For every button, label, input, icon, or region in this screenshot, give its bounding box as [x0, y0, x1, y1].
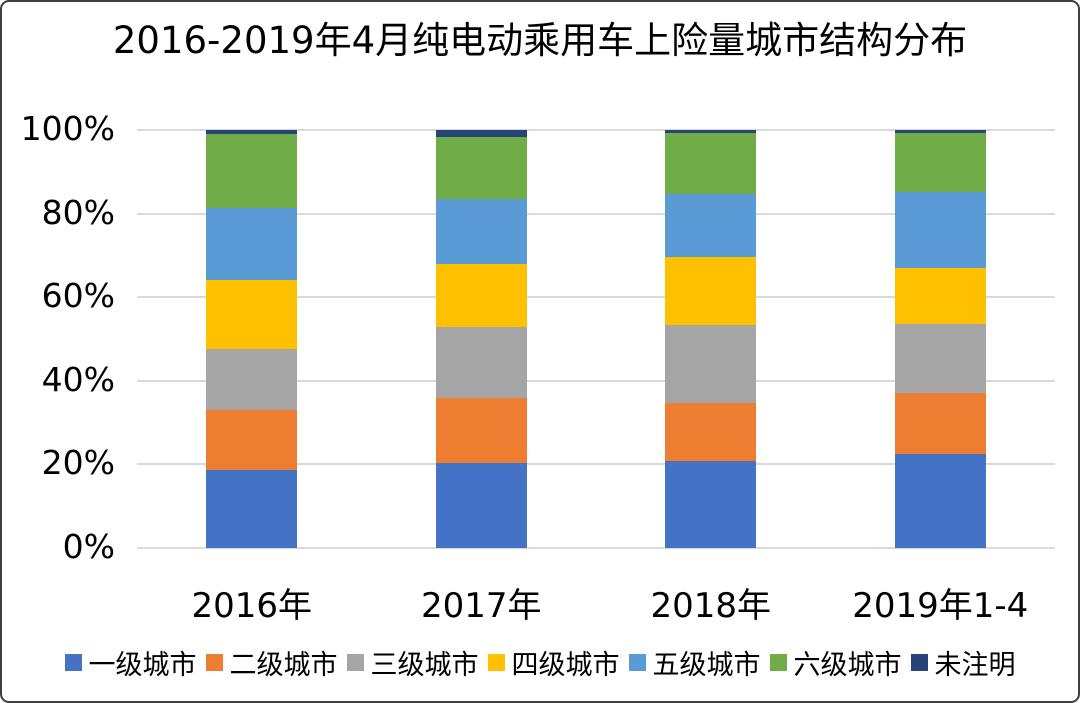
- legend-label: 四级城市: [511, 649, 620, 681]
- legend-item-0: 一级城市: [64, 643, 197, 682]
- legend-swatch: [487, 653, 505, 671]
- gridline: [137, 212, 1055, 215]
- bar-segment-series-5: [206, 134, 298, 209]
- bar-segment-series-1: [435, 397, 527, 464]
- bar-segment-series-4: [206, 208, 298, 281]
- gridline: [137, 296, 1055, 299]
- bar-segment-series-1: [665, 402, 757, 462]
- y-axis-tick-label: 80%: [41, 192, 115, 232]
- chart-title: 2016-2019年4月纯电动乘用车上险量城市结构分布: [112, 19, 968, 62]
- bar-segment-series-6: [894, 130, 986, 133]
- bar-segment-series-4: [894, 191, 986, 268]
- legend-item-3: 四级城市: [487, 643, 620, 682]
- bar-segment-series-4: [665, 194, 757, 258]
- legend-swatch: [346, 653, 364, 671]
- bar-segment-series-1: [894, 392, 986, 454]
- y-axis-tick-label: 100%: [20, 108, 115, 148]
- bar-segment-series-3: [665, 257, 757, 326]
- bar-segment-series-2: [206, 349, 298, 411]
- gridline: [137, 463, 1055, 466]
- bar-segment-series-2: [435, 327, 527, 398]
- bar-segment-series-0: [206, 469, 298, 548]
- legend-label: 五级城市: [652, 649, 761, 681]
- y-axis-tick-label: 40%: [41, 359, 115, 399]
- gridline: [137, 379, 1055, 382]
- legend-item-6: 未注明: [910, 643, 1016, 682]
- legend-swatch: [769, 653, 787, 671]
- legend-swatch: [205, 653, 223, 671]
- bar-segment-series-0: [665, 461, 757, 548]
- y-axis-tick-label: 20%: [41, 443, 115, 483]
- bar-segment-series-6: [206, 130, 298, 135]
- legend-label: 三级城市: [370, 649, 479, 681]
- bar-segment-series-2: [665, 325, 757, 403]
- bar-segment-series-5: [894, 132, 986, 192]
- bar-segment-series-5: [665, 132, 757, 195]
- legend: 一级城市 二级城市 三级城市 四级城市 五级城市 六级城市 未注明: [2, 643, 1078, 682]
- bar-segment-series-3: [206, 280, 298, 350]
- x-axis-category-label: 2017年: [420, 586, 542, 626]
- legend-item-1: 二级城市: [205, 643, 338, 682]
- bar-segment-series-2: [894, 324, 986, 393]
- legend-label: 未注明: [934, 649, 1016, 681]
- legend-item-4: 五级城市: [628, 643, 761, 682]
- legend-swatch: [910, 653, 928, 671]
- bar-segment-series-0: [435, 463, 527, 548]
- legend-item-2: 三级城市: [346, 643, 479, 682]
- x-axis-category-label: 2019年1-4: [852, 586, 1029, 626]
- bar-segment-series-6: [435, 130, 527, 137]
- bar-segment-series-6: [665, 130, 757, 133]
- y-axis-tick-label: 0%: [62, 526, 115, 566]
- bar-segment-series-0: [894, 453, 986, 548]
- legend-label: 一级城市: [88, 649, 197, 681]
- y-axis-tick-label: 60%: [41, 276, 115, 316]
- legend-item-5: 六级城市: [769, 643, 902, 682]
- bar-segment-series-3: [435, 264, 527, 328]
- bar-segment-series-1: [206, 410, 298, 470]
- legend-label: 六级城市: [793, 649, 902, 681]
- gridline: [137, 129, 1055, 131]
- x-axis-category-label: 2016年: [191, 586, 313, 626]
- gridline: [137, 547, 1055, 549]
- legend-label: 二级城市: [229, 649, 338, 681]
- legend-swatch: [64, 653, 82, 671]
- bar-segment-series-4: [435, 198, 527, 265]
- bar-segment-series-3: [894, 267, 986, 325]
- x-axis-category-label: 2018年: [650, 586, 772, 626]
- bar-segment-series-5: [435, 136, 527, 199]
- legend-swatch: [628, 653, 646, 671]
